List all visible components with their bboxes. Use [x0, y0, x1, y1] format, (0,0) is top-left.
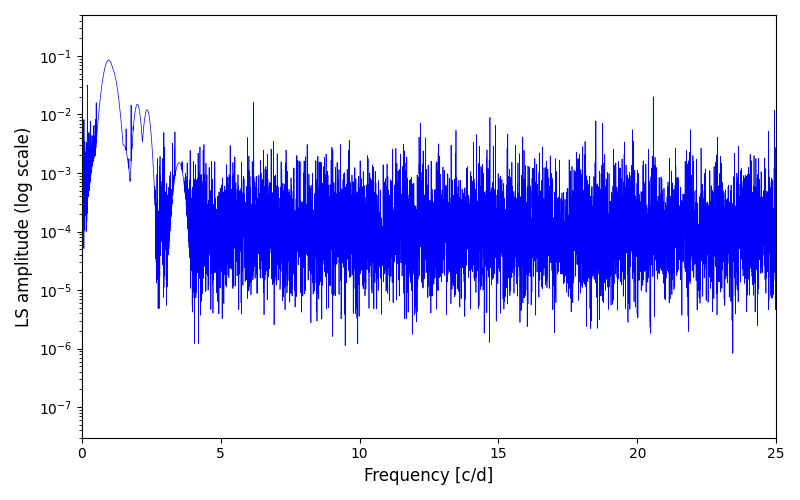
X-axis label: Frequency [c/d]: Frequency [c/d] — [364, 467, 494, 485]
Y-axis label: LS amplitude (log scale): LS amplitude (log scale) — [15, 126, 33, 326]
